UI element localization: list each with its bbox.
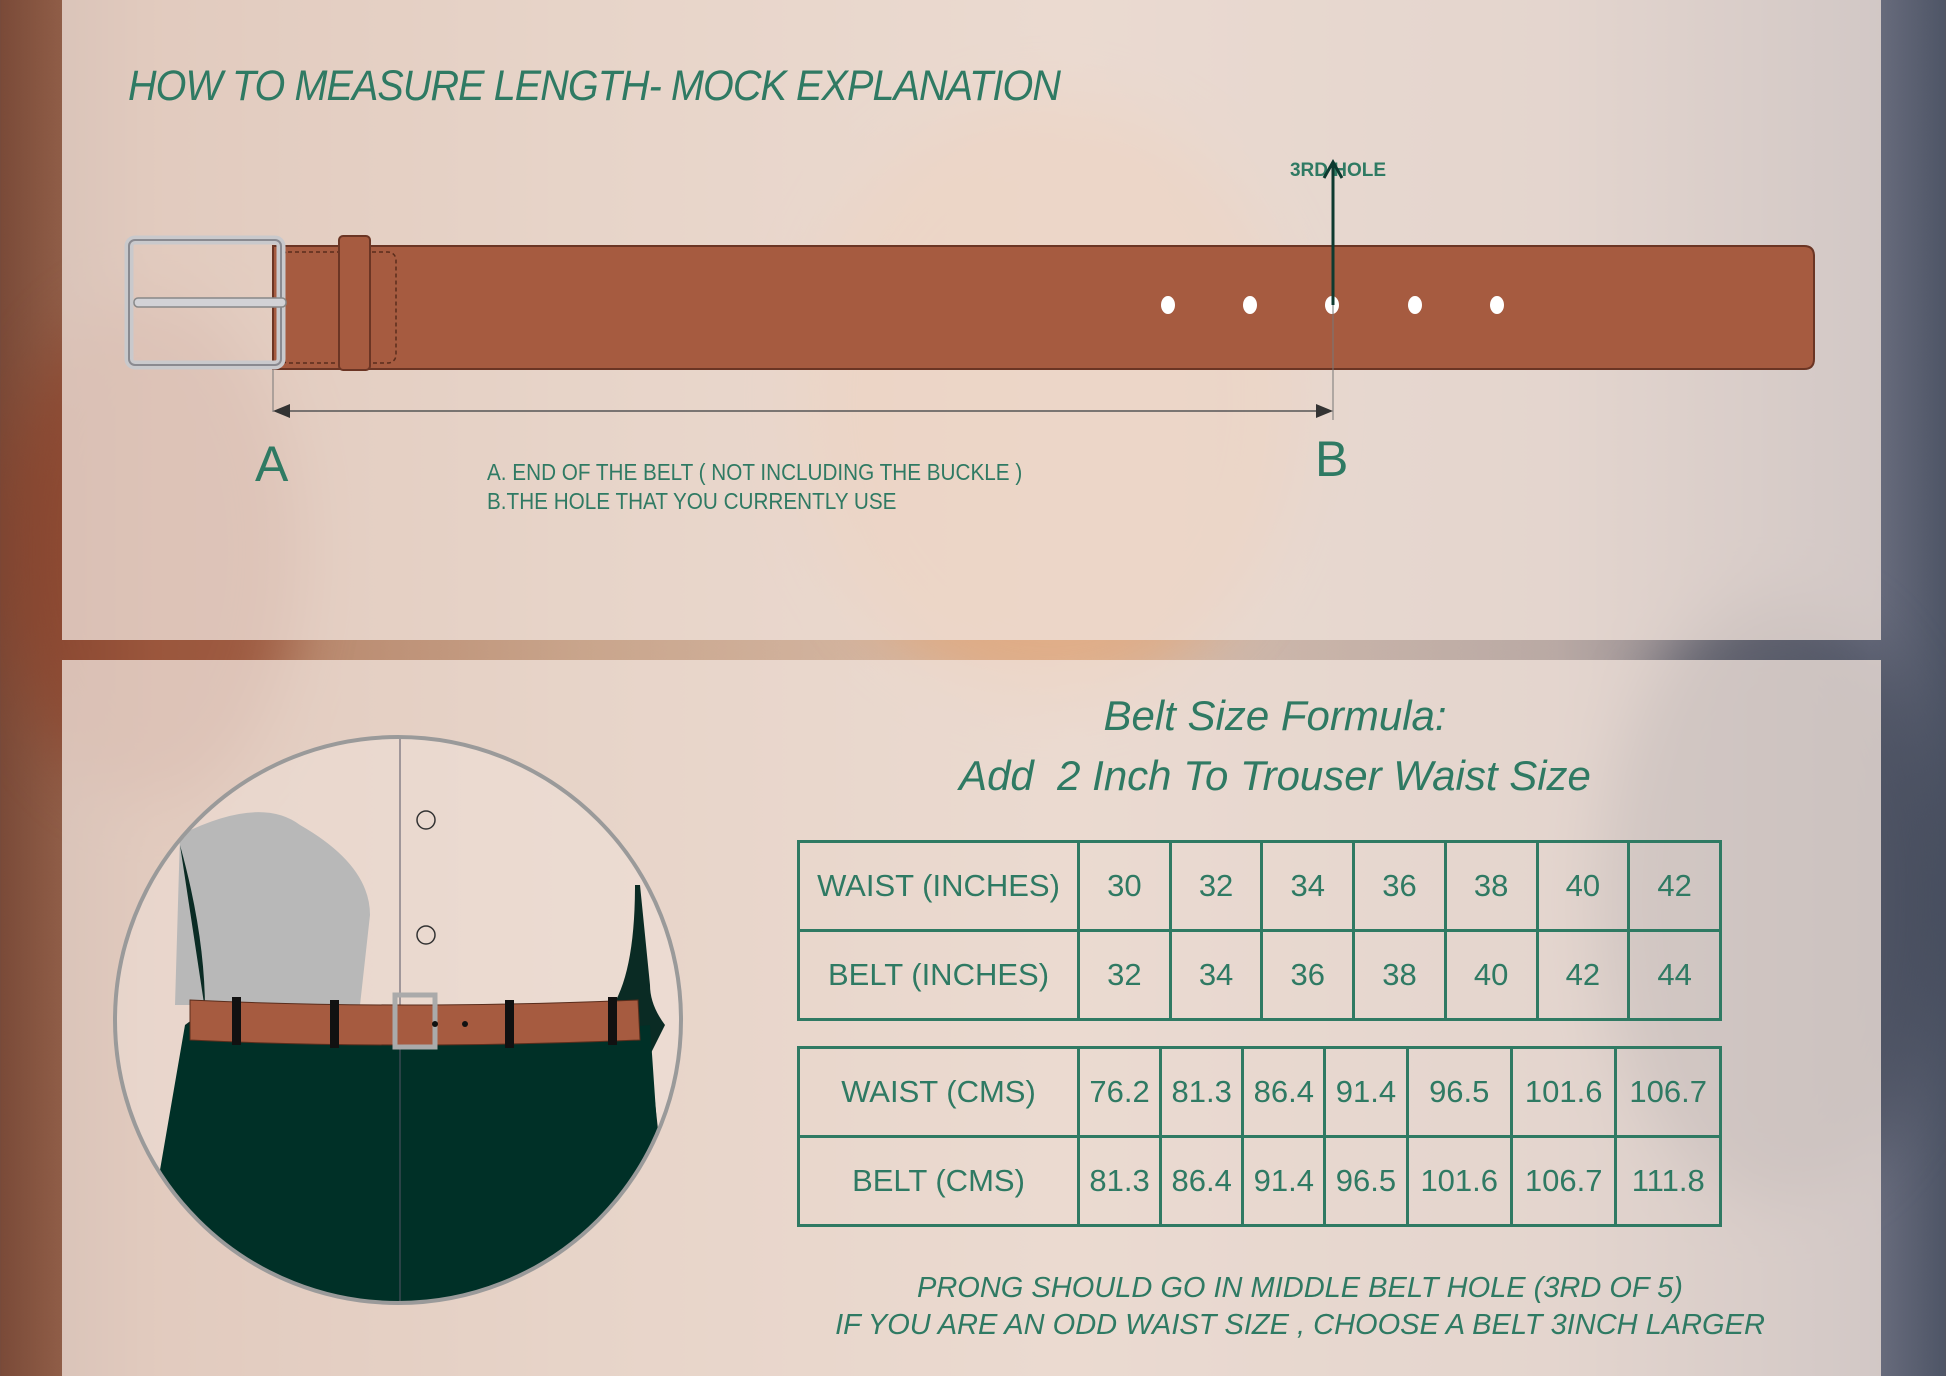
shirt-shape	[175, 812, 410, 1035]
table-cell: 32	[1168, 840, 1264, 932]
arrow-up-icon	[1322, 158, 1344, 305]
buckle-icon	[124, 235, 287, 370]
dimension-line	[273, 404, 1333, 418]
table-cell: 101.6	[1509, 1046, 1618, 1138]
table-cell: 86.4	[1159, 1135, 1245, 1227]
table-row: BELT (INCHES) 32 34 36 38 40 42 44	[797, 929, 1722, 1021]
belt-on-waist	[189, 999, 641, 1046]
table-cell: 101.6	[1405, 1135, 1513, 1227]
point-b-label: B	[1315, 431, 1349, 487]
inches-size-table: WAIST (INCHES) 30 32 34 36 38 40 42 BELT…	[797, 840, 1722, 1021]
table-cell: 91.4	[1323, 1046, 1409, 1138]
table-cell: 36	[1260, 929, 1356, 1021]
cms-size-table: WAIST (CMS) 76.2 81.3 86.4 91.4 96.5 101…	[797, 1046, 1722, 1227]
table-cell: 40	[1535, 840, 1631, 932]
table-cell: 42	[1535, 929, 1631, 1021]
belt-keeper	[338, 235, 371, 371]
footer-note-1: PRONG SHOULD GO IN MIDDLE BELT HOLE (3RD…	[917, 1272, 1683, 1304]
table-cell: 81.3	[1159, 1046, 1245, 1138]
belt-strap	[272, 245, 1815, 370]
note-a: A. END OF THE BELT ( NOT INCLUDING THE B…	[487, 459, 1023, 485]
table-cell: 106.7	[1509, 1135, 1618, 1227]
row-label: BELT (CMS)	[797, 1135, 1080, 1227]
row-label: WAIST (INCHES)	[797, 840, 1080, 932]
formula-text: Add 2 Inch To Trouser Waist Size	[959, 752, 1591, 799]
table-cell: 91.4	[1241, 1135, 1327, 1227]
table-cell: 34	[1260, 840, 1356, 932]
table-cell: 42	[1627, 840, 1722, 932]
table-cell: 96.5	[1323, 1135, 1409, 1227]
table-cell: 96.5	[1405, 1046, 1513, 1138]
table-cell: 38	[1443, 840, 1539, 932]
belt-diagram	[124, 158, 1815, 420]
trouser-shape	[135, 1025, 670, 1303]
row-label: WAIST (CMS)	[797, 1046, 1080, 1138]
row-label: BELT (INCHES)	[797, 929, 1080, 1021]
table-cell: 111.8	[1614, 1135, 1722, 1227]
formula-title: Belt Size Formula:	[1103, 692, 1447, 739]
table-row: BELT (CMS) 81.3 86.4 91.4 96.5 101.6 106…	[797, 1135, 1722, 1227]
table-cell: 86.4	[1241, 1046, 1327, 1138]
table-cell: 38	[1352, 929, 1447, 1021]
page-title: HOW TO MEASURE LENGTH- MOCK EXPLANATION	[128, 62, 1061, 110]
table-cell: 30	[1077, 840, 1172, 932]
table-cell: 36	[1352, 840, 1447, 932]
table-row: WAIST (CMS) 76.2 81.3 86.4 91.4 96.5 101…	[797, 1046, 1722, 1138]
table-cell: 44	[1627, 929, 1722, 1021]
table-cell: 40	[1443, 929, 1539, 1021]
table-cell: 32	[1077, 929, 1172, 1021]
table-cell: 106.7	[1614, 1046, 1722, 1138]
footer-note-2: IF YOU ARE AN ODD WAIST SIZE , CHOOSE A …	[835, 1309, 1765, 1341]
point-a-label: A	[255, 436, 289, 492]
table-row: WAIST (INCHES) 30 32 34 36 38 40 42	[797, 840, 1722, 932]
belt-holes	[1161, 296, 1504, 314]
table-cell: 81.3	[1076, 1135, 1163, 1227]
table-cell: 34	[1168, 929, 1264, 1021]
note-b: B.THE HOLE THAT YOU CURRENTLY USE	[487, 488, 897, 514]
table-cell: 76.2	[1076, 1046, 1163, 1138]
waist-illustration	[113, 735, 683, 1305]
